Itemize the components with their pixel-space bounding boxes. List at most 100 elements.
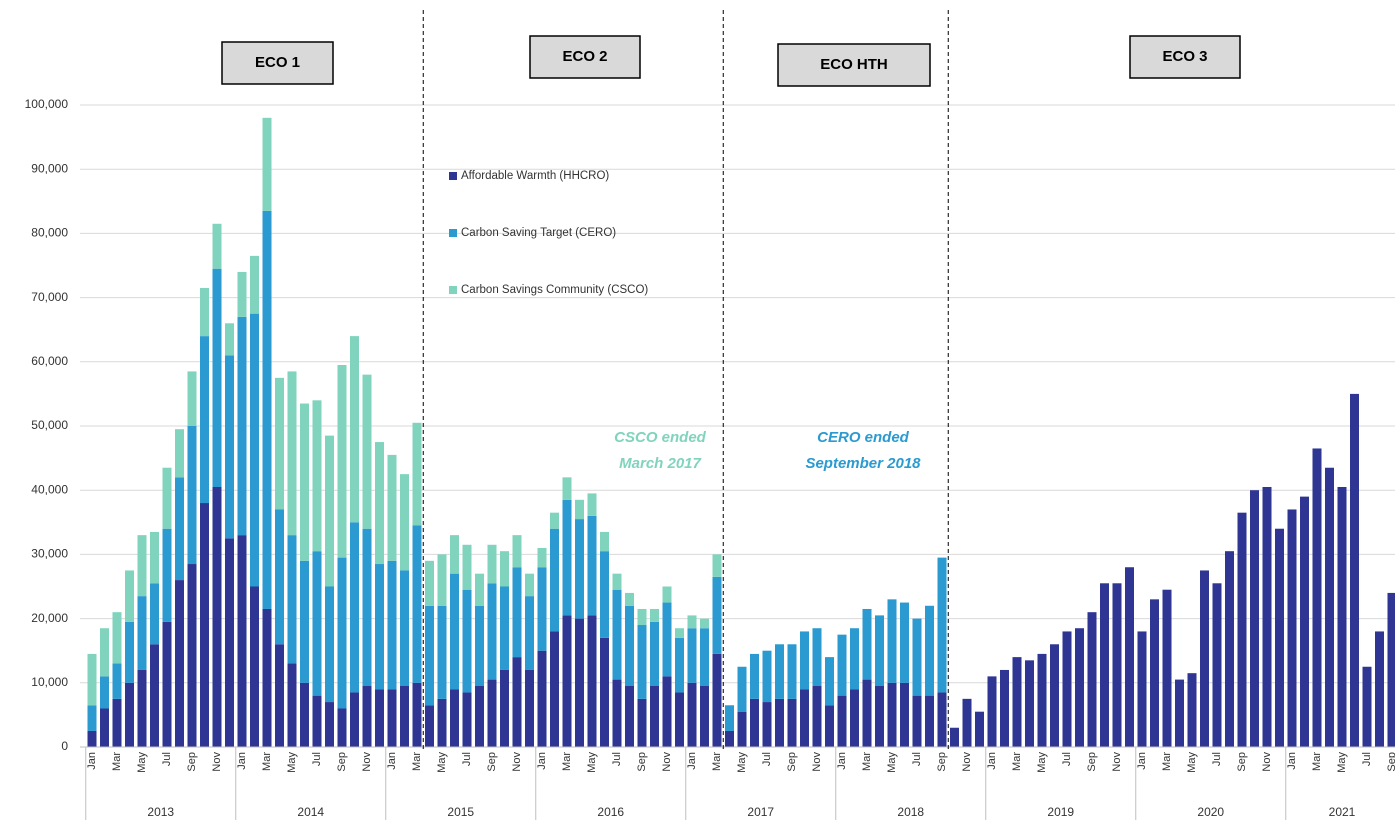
bar-segment	[875, 686, 884, 747]
bar-segment	[437, 698, 447, 747]
bar-segment	[125, 570, 134, 622]
x-tick-label: Jan	[986, 752, 998, 770]
bar-segment	[1125, 567, 1134, 747]
bar-segment	[487, 544, 497, 584]
bar-segment	[675, 637, 684, 693]
x-tick-label: Jul	[1211, 752, 1223, 766]
bar-segment	[287, 371, 297, 536]
bar-segment	[575, 519, 584, 619]
x-tick-label: Sep	[1236, 752, 1248, 772]
y-tick-label: 10,000	[31, 675, 68, 689]
x-tick-label: Jan	[686, 752, 698, 770]
bar-segment	[562, 615, 572, 747]
bar-segment	[700, 618, 709, 629]
x-tick-label: Nov	[211, 752, 223, 772]
bar-segment	[637, 625, 647, 699]
bar-segment	[1225, 551, 1234, 747]
bar-segment	[512, 657, 522, 747]
bar-segment	[575, 618, 584, 747]
bar-segment	[525, 669, 534, 747]
x-tick-label: Jul	[461, 752, 473, 766]
bar-segment	[312, 695, 322, 747]
bar-segment	[1362, 666, 1372, 747]
bar-segment	[412, 422, 422, 526]
bar-segment	[487, 679, 497, 747]
bar-segment	[550, 512, 559, 529]
x-tick-label: Sep	[486, 752, 498, 772]
bar-segment	[275, 644, 284, 747]
bar-segment	[300, 403, 309, 561]
x-tick-label: Jan	[1286, 752, 1298, 770]
x-tick-label: Nov	[1111, 752, 1123, 772]
x-tick-label: Nov	[961, 752, 973, 772]
x-tick-label: Sep	[336, 752, 348, 772]
year-label: 2021	[1329, 805, 1356, 819]
phase-label: ECO HTH	[820, 56, 888, 73]
phase-box	[1129, 35, 1241, 79]
bar-segment	[500, 669, 509, 747]
bar-segment	[1262, 486, 1272, 747]
bar-segment	[1062, 631, 1072, 747]
bar-segment	[875, 615, 884, 687]
bar-segment	[1187, 673, 1197, 747]
bar-segment	[425, 605, 434, 706]
y-tick-label: 60,000	[31, 354, 68, 368]
x-tick-label: Jul	[161, 752, 173, 766]
y-tick-label: 0	[61, 739, 68, 753]
bar-segment	[912, 695, 922, 747]
bar-segment	[650, 621, 659, 687]
bar-segment	[337, 557, 347, 709]
year-label: 2016	[597, 805, 624, 819]
bar-segment	[162, 621, 172, 747]
bar-segment	[162, 467, 172, 529]
bar-segment	[625, 592, 634, 606]
bar-segment	[175, 580, 184, 747]
phase-label: ECO 3	[1162, 48, 1207, 65]
bar-segment	[112, 698, 122, 747]
bar-segment	[150, 583, 159, 645]
bar-segment	[437, 605, 447, 699]
bar-segment	[1100, 583, 1109, 747]
bar-segment	[1375, 631, 1384, 747]
bar-segment	[212, 486, 222, 747]
phase-box	[777, 43, 931, 87]
bar-segment	[375, 689, 384, 747]
bar-segment	[87, 705, 97, 731]
bar-segment	[812, 628, 822, 687]
bar-segment	[1162, 589, 1172, 747]
bar-segment	[450, 535, 459, 574]
bar-segment	[425, 705, 434, 747]
legend-label: Affordable Warmth (HHCRO)	[461, 170, 609, 182]
bar-segment	[737, 666, 747, 712]
x-tick-label: Mar	[711, 752, 723, 771]
bar-segment	[1025, 660, 1034, 747]
bar-segment	[212, 268, 222, 487]
bar-segment	[825, 705, 834, 747]
x-tick-label: Sep	[786, 752, 798, 772]
bar-segment	[362, 686, 372, 747]
bar-segment	[912, 618, 922, 696]
bar-segment	[87, 730, 97, 747]
bar-segment	[150, 644, 159, 747]
year-label: 2018	[897, 805, 924, 819]
bar-segment	[1337, 486, 1347, 747]
bar-segment	[712, 576, 722, 654]
bar-segment	[762, 702, 772, 747]
bar-segment	[200, 503, 209, 747]
bar-segment	[1075, 628, 1084, 747]
bar-segment	[700, 686, 709, 747]
bar-segment	[687, 615, 697, 629]
bar-segment	[1150, 599, 1159, 747]
bar-segment	[287, 663, 297, 747]
bar-segment	[312, 551, 322, 696]
bar-segment	[787, 698, 797, 747]
bar-segment	[462, 692, 472, 747]
bar-segment	[625, 605, 634, 687]
bar-segment	[362, 374, 372, 529]
bar-segment	[1237, 512, 1247, 747]
bar-segment	[600, 531, 609, 552]
legend-label: Carbon Saving Target (CERO)	[461, 227, 616, 239]
bar-segment	[812, 686, 822, 747]
bar-segment	[337, 708, 347, 747]
bar-segment	[137, 535, 147, 597]
